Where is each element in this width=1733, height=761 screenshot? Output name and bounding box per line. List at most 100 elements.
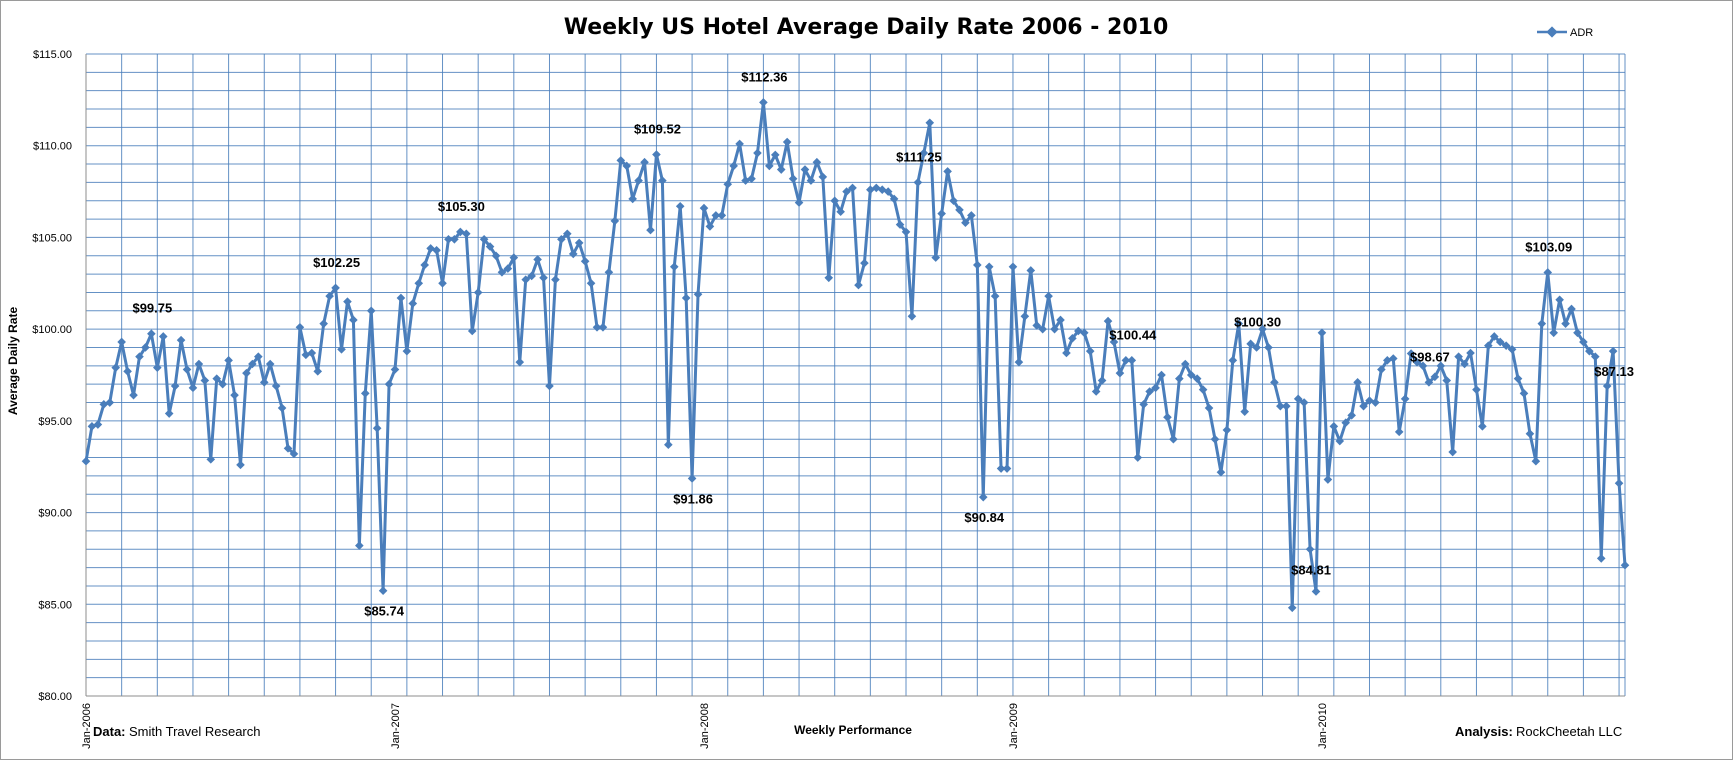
data-point	[539, 273, 548, 283]
data-point	[461, 229, 471, 239]
data-point	[1008, 262, 1018, 272]
data-point	[634, 176, 643, 185]
data-point	[925, 118, 935, 128]
data-point	[337, 345, 346, 354]
data-point	[794, 198, 804, 207]
data-point	[450, 234, 459, 244]
data-point	[105, 398, 115, 407]
data-point	[372, 423, 382, 433]
data-point	[1371, 398, 1380, 407]
y-tick-label: $110.00	[33, 141, 72, 153]
data-point	[432, 245, 441, 255]
data-label: $100.44	[1109, 327, 1157, 342]
data-point	[1442, 376, 1452, 385]
data-point	[248, 359, 257, 369]
data-point	[580, 256, 590, 266]
data-label: $100.30	[1234, 314, 1281, 329]
data-point	[313, 367, 323, 376]
data-point	[955, 205, 964, 215]
data-point	[622, 161, 632, 171]
data-point	[1317, 328, 1327, 338]
data-point	[967, 211, 976, 220]
data-point	[1198, 385, 1208, 394]
x-tick-label: Jan-2008	[699, 703, 711, 749]
data-point	[1460, 359, 1469, 369]
data-source-value: Smith Travel Research	[129, 724, 261, 739]
data-point	[568, 249, 578, 259]
y-tick-label: $100.00	[32, 324, 72, 336]
data-point	[1056, 315, 1065, 325]
data-point	[1608, 346, 1618, 356]
data-point	[842, 187, 851, 196]
data-point	[1276, 401, 1285, 411]
data-point	[1145, 387, 1154, 396]
data-point	[717, 211, 727, 220]
y-tick-label: $105.00	[32, 232, 72, 244]
y-tick-label: $90.00	[38, 508, 72, 520]
data-point	[1210, 434, 1220, 444]
data-point	[1513, 374, 1523, 383]
data-point	[289, 449, 299, 459]
data-point	[242, 368, 251, 378]
data-point	[1347, 411, 1356, 420]
data-point	[176, 335, 186, 345]
data-point	[1549, 328, 1558, 338]
data-point	[1507, 345, 1517, 354]
data-point	[664, 440, 673, 450]
data-point	[1585, 346, 1594, 356]
data-point	[806, 176, 816, 185]
data-point	[1412, 357, 1422, 367]
data-point	[1430, 372, 1440, 382]
data-point	[866, 185, 875, 195]
data-point	[616, 156, 626, 165]
x-tick-label: Jan-2007	[390, 703, 402, 749]
data-point	[1537, 319, 1547, 328]
data-point	[640, 157, 649, 167]
data-point	[1258, 324, 1267, 334]
data-point	[206, 455, 216, 464]
data-label: $84.81	[1291, 562, 1331, 577]
data-point	[919, 148, 929, 158]
data-point	[1388, 354, 1398, 363]
data-point	[1127, 356, 1137, 365]
data-point	[1555, 295, 1564, 305]
data-point	[426, 244, 435, 253]
data-point	[200, 376, 210, 385]
data-point	[1424, 378, 1434, 387]
data-point	[1068, 334, 1077, 343]
data-point	[1133, 453, 1143, 462]
data-point	[515, 357, 525, 367]
data-point	[1543, 268, 1553, 277]
series-adr	[81, 98, 1630, 613]
data-point	[735, 139, 744, 149]
data-point	[1418, 361, 1428, 371]
legend: ADR	[1537, 26, 1593, 39]
data-point	[414, 278, 424, 288]
data-point	[384, 379, 394, 389]
data-point	[509, 253, 519, 262]
data-point	[1264, 343, 1273, 352]
analysis-value: RockCheetah LLC	[1516, 724, 1622, 739]
y-tick-label: $95.00	[38, 416, 72, 428]
data-point	[788, 174, 798, 184]
data-point	[271, 381, 281, 391]
data-point	[931, 253, 941, 262]
data-point	[182, 365, 192, 374]
data-point	[860, 258, 869, 268]
x-axis-title: Weekly Performance	[794, 723, 912, 737]
data-point	[937, 209, 946, 218]
data-point	[883, 187, 893, 196]
data-point	[1478, 422, 1487, 431]
data-point	[1561, 319, 1570, 328]
data-point	[355, 541, 364, 550]
data-point	[259, 378, 269, 387]
data-point	[117, 337, 126, 347]
data-point	[1175, 374, 1184, 383]
data-point	[1579, 337, 1588, 347]
data-point	[1377, 365, 1386, 374]
data-point	[1026, 266, 1036, 275]
data-point	[390, 365, 400, 374]
data-point	[1484, 341, 1493, 350]
